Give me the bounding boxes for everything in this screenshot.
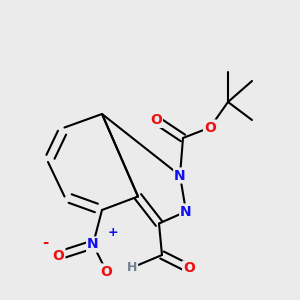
Text: O: O [52, 249, 64, 262]
Text: N: N [87, 238, 99, 251]
Text: N: N [174, 169, 186, 182]
Text: N: N [180, 205, 192, 218]
Text: +: + [108, 226, 119, 239]
Text: O: O [204, 121, 216, 134]
Text: -: - [42, 235, 48, 250]
Text: O: O [100, 265, 112, 278]
Text: O: O [183, 262, 195, 275]
Text: H: H [127, 261, 137, 274]
Text: O: O [150, 113, 162, 127]
